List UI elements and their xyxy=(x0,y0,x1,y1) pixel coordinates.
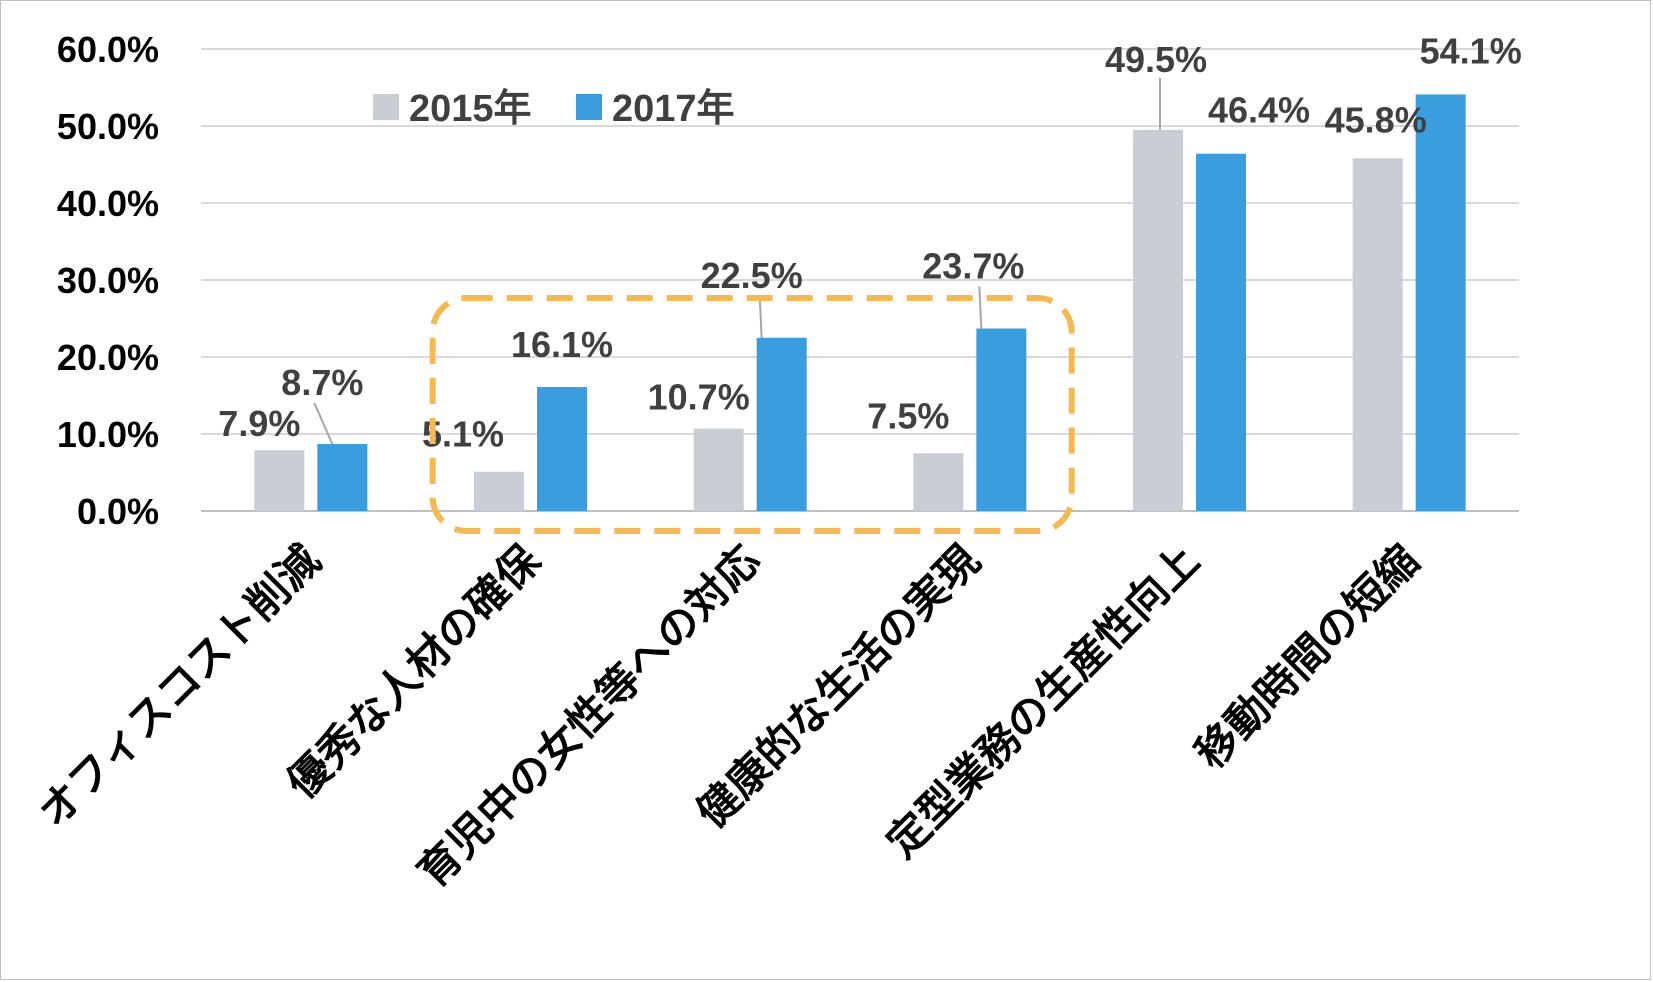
data-label: 23.7% xyxy=(922,246,1024,287)
y-axis-ticks: 0.0% 10.0% 20.0% 30.0% 40.0% 50.0% 60.0% xyxy=(57,29,159,532)
legend-swatch-1 xyxy=(576,94,602,120)
bar-2017-2 xyxy=(756,337,807,511)
leader-lines xyxy=(313,77,1161,445)
bar-2017-3 xyxy=(976,328,1027,511)
bar-2017-0 xyxy=(317,444,368,511)
y-tick-label: 50.0% xyxy=(57,106,159,147)
bar-2015-1 xyxy=(474,471,524,511)
legend-swatch-0 xyxy=(373,94,399,120)
bar-2015-5 xyxy=(1352,158,1403,511)
bars xyxy=(254,94,1466,512)
data-label: 8.7% xyxy=(281,362,363,403)
data-label: 7.5% xyxy=(867,395,949,436)
data-label: 45.8% xyxy=(1325,99,1427,140)
bar-2015-0 xyxy=(254,450,305,511)
highlight-box-outline xyxy=(429,295,1075,534)
bar-2015-2 xyxy=(693,428,744,511)
y-tick-label: 0.0% xyxy=(77,491,159,532)
data-label: 10.7% xyxy=(648,377,750,418)
legend-label: 2017年 xyxy=(612,88,735,130)
leader-line xyxy=(978,286,983,329)
bar-2017-1 xyxy=(537,387,587,511)
category-label: 移動時間の短縮 xyxy=(1186,536,1427,777)
y-tick-label: 30.0% xyxy=(57,260,159,301)
highlight-box xyxy=(429,295,1075,534)
y-tick-label: 40.0% xyxy=(57,183,159,224)
y-tick-label: 60.0% xyxy=(57,29,159,70)
gridlines xyxy=(201,48,1519,512)
leader-line xyxy=(758,295,763,338)
bar-2017-5 xyxy=(1415,94,1466,512)
leader-line xyxy=(313,402,334,445)
data-label: 7.9% xyxy=(218,403,300,444)
category-labels: オフィスコスト削減優秀な人材の確保育児中の女性等への対応健康的な生活の実現定型業… xyxy=(29,535,1427,896)
category-label: オフィスコスト削減 xyxy=(29,536,329,836)
y-tick-label: 10.0% xyxy=(57,414,159,455)
data-label: 54.1% xyxy=(1420,30,1522,71)
y-tick-label: 20.0% xyxy=(57,337,159,378)
data-label: 16.1% xyxy=(511,324,613,365)
data-label: 46.4% xyxy=(1208,90,1310,131)
bar-2015-3 xyxy=(913,453,964,511)
legend-label: 2015年 xyxy=(409,88,532,130)
bar-2017-4 xyxy=(1196,153,1246,511)
data-label: 49.5% xyxy=(1105,39,1207,80)
data-label: 22.5% xyxy=(701,255,803,296)
bar-2015-4 xyxy=(1133,129,1183,511)
legend: 2015年 2017年 xyxy=(373,88,735,130)
